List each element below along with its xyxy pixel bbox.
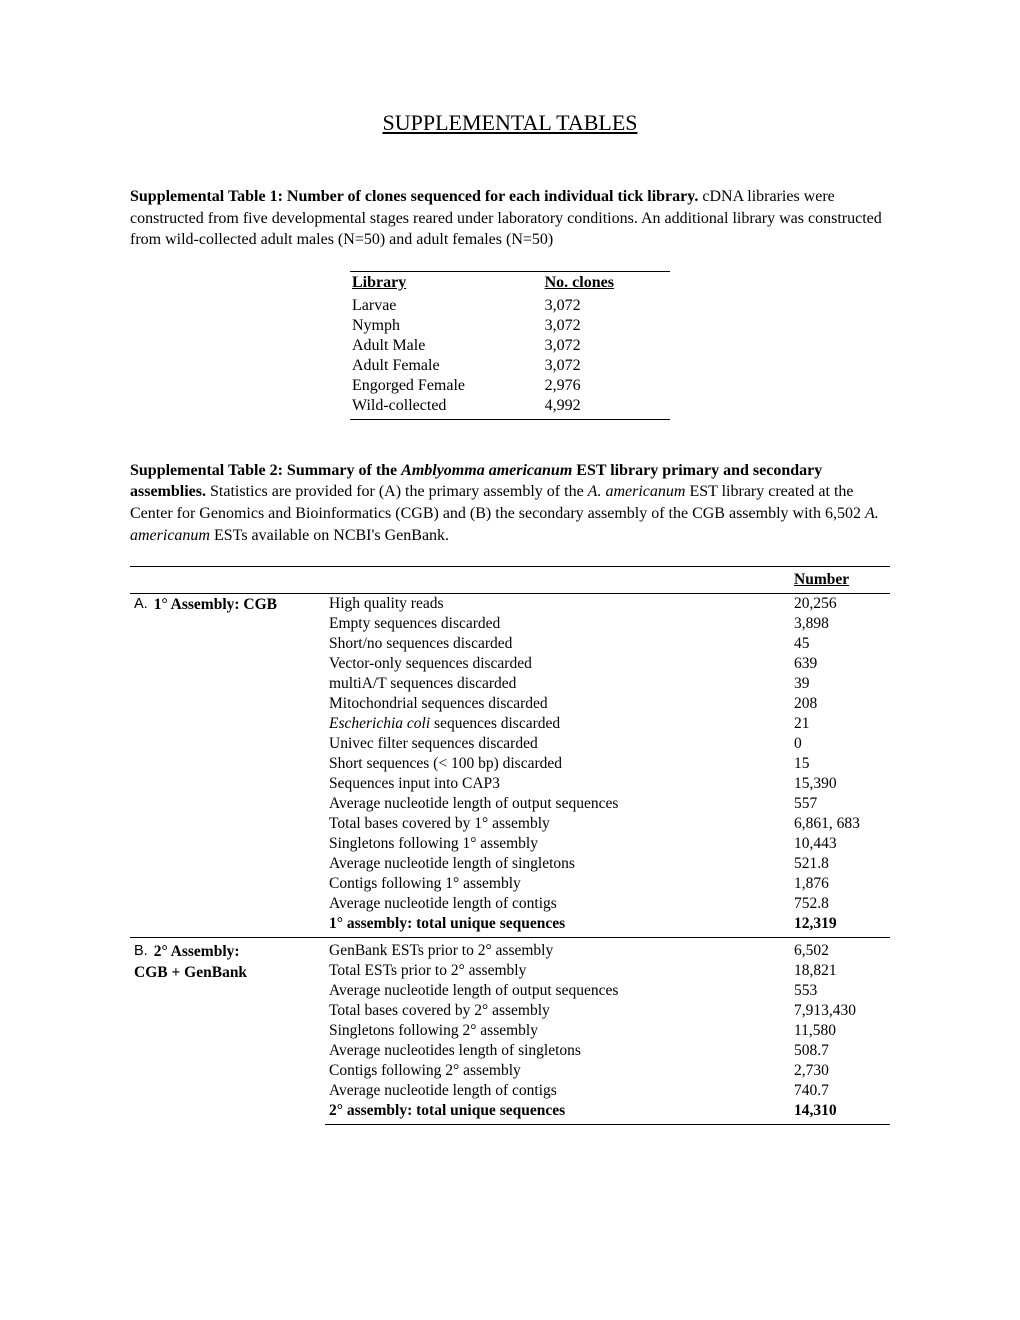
- table2-cell-value: 20,256: [790, 594, 890, 615]
- table2-cell-metric: Empty sequences discarded: [325, 614, 790, 634]
- table2-cell-metric: Contigs following 2° assembly: [325, 1061, 790, 1081]
- table2-cell-metric: Average nucleotide length of output sequ…: [325, 794, 790, 814]
- table2-cell-metric: Mitochondrial sequences discarded: [325, 694, 790, 714]
- table2-caption-italic-1: Amblyomma americanum: [401, 462, 572, 479]
- table2-caption-italic-2: A. americanum: [588, 483, 686, 500]
- table1-row: Adult Female3,072: [350, 356, 670, 376]
- table2-caption-label-1: Supplemental Table 2: Summary of the: [130, 462, 401, 479]
- table2-cell-value: 508.7: [790, 1041, 890, 1061]
- table2-row: A. 1° Assembly: CGB High quality reads20,2…: [130, 594, 890, 615]
- table2-cell-value: 7,913,430: [790, 1001, 890, 1021]
- table1-row: Nymph3,072: [350, 316, 670, 336]
- table2-header-number: Number: [790, 567, 890, 594]
- table2-total-metric: 1° assembly: total unique sequences: [325, 914, 790, 938]
- table2-cell-metric: Total bases covered by 1° assembly: [325, 814, 790, 834]
- table2-cell-value: 0: [790, 734, 890, 754]
- table1-cell-clones: 3,072: [543, 296, 670, 316]
- table1-cell-clones: 2,976: [543, 376, 670, 396]
- table1-row: Larvae3,072: [350, 296, 670, 316]
- table2-cell-metric: Total ESTs prior to 2° assembly: [325, 961, 790, 981]
- table2-cell-metric: Short/no sequences discarded: [325, 634, 790, 654]
- table2-cell-metric: Singletons following 2° assembly: [325, 1021, 790, 1041]
- table2-cell-value: 39: [790, 674, 890, 694]
- table1-caption-label: Supplemental Table 1: Number of clones s…: [130, 188, 698, 205]
- table2-cell-value: 553: [790, 981, 890, 1001]
- table2-group-title: 1° Assembly: CGB: [154, 596, 277, 613]
- table1-cell-clones: 3,072: [543, 356, 670, 376]
- table2-cell-value: 10,443: [790, 834, 890, 854]
- table2-total-metric: 2° assembly: total unique sequences: [325, 1101, 790, 1125]
- table2-cell-metric: Average nucleotide length of contigs: [325, 894, 790, 914]
- table2-cell-metric: multiA/T sequences discarded: [325, 674, 790, 694]
- table2-cell-value: 752.8: [790, 894, 890, 914]
- table2-wrapper: Number A. 1° Assembly: CGB High quality re…: [130, 566, 890, 1125]
- table2-cell-value: 557: [790, 794, 890, 814]
- table2-cell-value: 208: [790, 694, 890, 714]
- table1-cell-clones: 3,072: [543, 336, 670, 356]
- table1-cell-library: Adult Female: [350, 356, 543, 376]
- table1-row: Wild-collected4,992: [350, 396, 670, 420]
- table2-cell-value: 3,898: [790, 614, 890, 634]
- table2-cell-metric: High quality reads: [325, 594, 790, 615]
- table1-cell-library: Larvae: [350, 296, 543, 316]
- table2-cell-metric: Average nucleotide length of output sequ…: [325, 981, 790, 1001]
- table1-header-clones: No. clones: [543, 271, 670, 296]
- table1-row: Engorged Female2,976: [350, 376, 670, 396]
- table2-cell-value: 15: [790, 754, 890, 774]
- table2-cell-value: 45: [790, 634, 890, 654]
- table2-cell-value: 2,730: [790, 1061, 890, 1081]
- table2-header-empty1: [130, 567, 325, 594]
- table2-cell-metric: Singletons following 1° assembly: [325, 834, 790, 854]
- table1-cell-library: Adult Male: [350, 336, 543, 356]
- table1: Library No. clones Larvae3,072Nymph3,072…: [350, 271, 670, 420]
- table2-cell-metric: Short sequences (< 100 bp) discarded: [325, 754, 790, 774]
- table2-cell-metric: GenBank ESTs prior to 2° assembly: [325, 938, 790, 962]
- table2-cell-metric: Average nucleotides length of singletons: [325, 1041, 790, 1061]
- table2-caption-plain-1: Statistics are provided for (A) the prim…: [206, 483, 588, 500]
- table2-cell-value: 18,821: [790, 961, 890, 981]
- table2-cell-metric: Univec filter sequences discarded: [325, 734, 790, 754]
- table2-cell-value: 1,876: [790, 874, 890, 894]
- table2-cell-value: 21: [790, 714, 890, 734]
- table1-row: Adult Male3,072: [350, 336, 670, 356]
- table2-group-letter: B.: [134, 942, 148, 962]
- table2-group-title: 2° Assembly:CGB + GenBank: [134, 943, 247, 981]
- table2-cell-value: 521.8: [790, 854, 890, 874]
- table2-cell-metric: Sequences input into CAP3: [325, 774, 790, 794]
- table2: Number A. 1° Assembly: CGB High quality re…: [130, 566, 890, 1125]
- table2-total-value: 14,310: [790, 1101, 890, 1125]
- table1-header-library: Library: [350, 271, 543, 296]
- table2-cell-value: 6,861, 683: [790, 814, 890, 834]
- table2-cell-value: 740.7: [790, 1081, 890, 1101]
- table1-cell-clones: 3,072: [543, 316, 670, 336]
- table2-group-label: A. 1° Assembly: CGB: [130, 594, 325, 938]
- document-page: SUPPLEMENTAL TABLES Supplemental Table 1…: [0, 0, 1020, 1320]
- table1-cell-library: Nymph: [350, 316, 543, 336]
- table2-cell-metric: Contigs following 1° assembly: [325, 874, 790, 894]
- table2-caption-plain-3: ESTs available on NCBI's GenBank.: [210, 527, 449, 544]
- table2-group-letter: A.: [134, 595, 148, 615]
- table2-total-value: 12,319: [790, 914, 890, 938]
- table2-cell-value: 15,390: [790, 774, 890, 794]
- table2-cell-value: 639: [790, 654, 890, 674]
- table1-caption: Supplemental Table 1: Number of clones s…: [130, 186, 890, 251]
- table1-cell-clones: 4,992: [543, 396, 670, 420]
- table1-wrapper: Library No. clones Larvae3,072Nymph3,072…: [350, 271, 670, 420]
- table2-cell-metric: Total bases covered by 2° assembly: [325, 1001, 790, 1021]
- page-title: SUPPLEMENTAL TABLES: [130, 110, 890, 136]
- table2-cell-value: 6,502: [790, 938, 890, 962]
- table2-caption: Supplemental Table 2: Summary of the Amb…: [130, 460, 890, 546]
- table1-cell-library: Engorged Female: [350, 376, 543, 396]
- table2-cell-value: 11,580: [790, 1021, 890, 1041]
- table2-cell-metric: Escherichia coli sequences discarded: [325, 714, 790, 734]
- table2-cell-metric: Vector-only sequences discarded: [325, 654, 790, 674]
- table2-group-label: B.2° Assembly:CGB + GenBank: [130, 938, 325, 1125]
- table2-header-empty2: [325, 567, 790, 594]
- table2-row: B.2° Assembly:CGB + GenBankGenBank ESTs …: [130, 938, 890, 962]
- table1-cell-library: Wild-collected: [350, 396, 543, 420]
- table2-cell-metric: Average nucleotide length of contigs: [325, 1081, 790, 1101]
- table2-cell-metric: Average nucleotide length of singletons: [325, 854, 790, 874]
